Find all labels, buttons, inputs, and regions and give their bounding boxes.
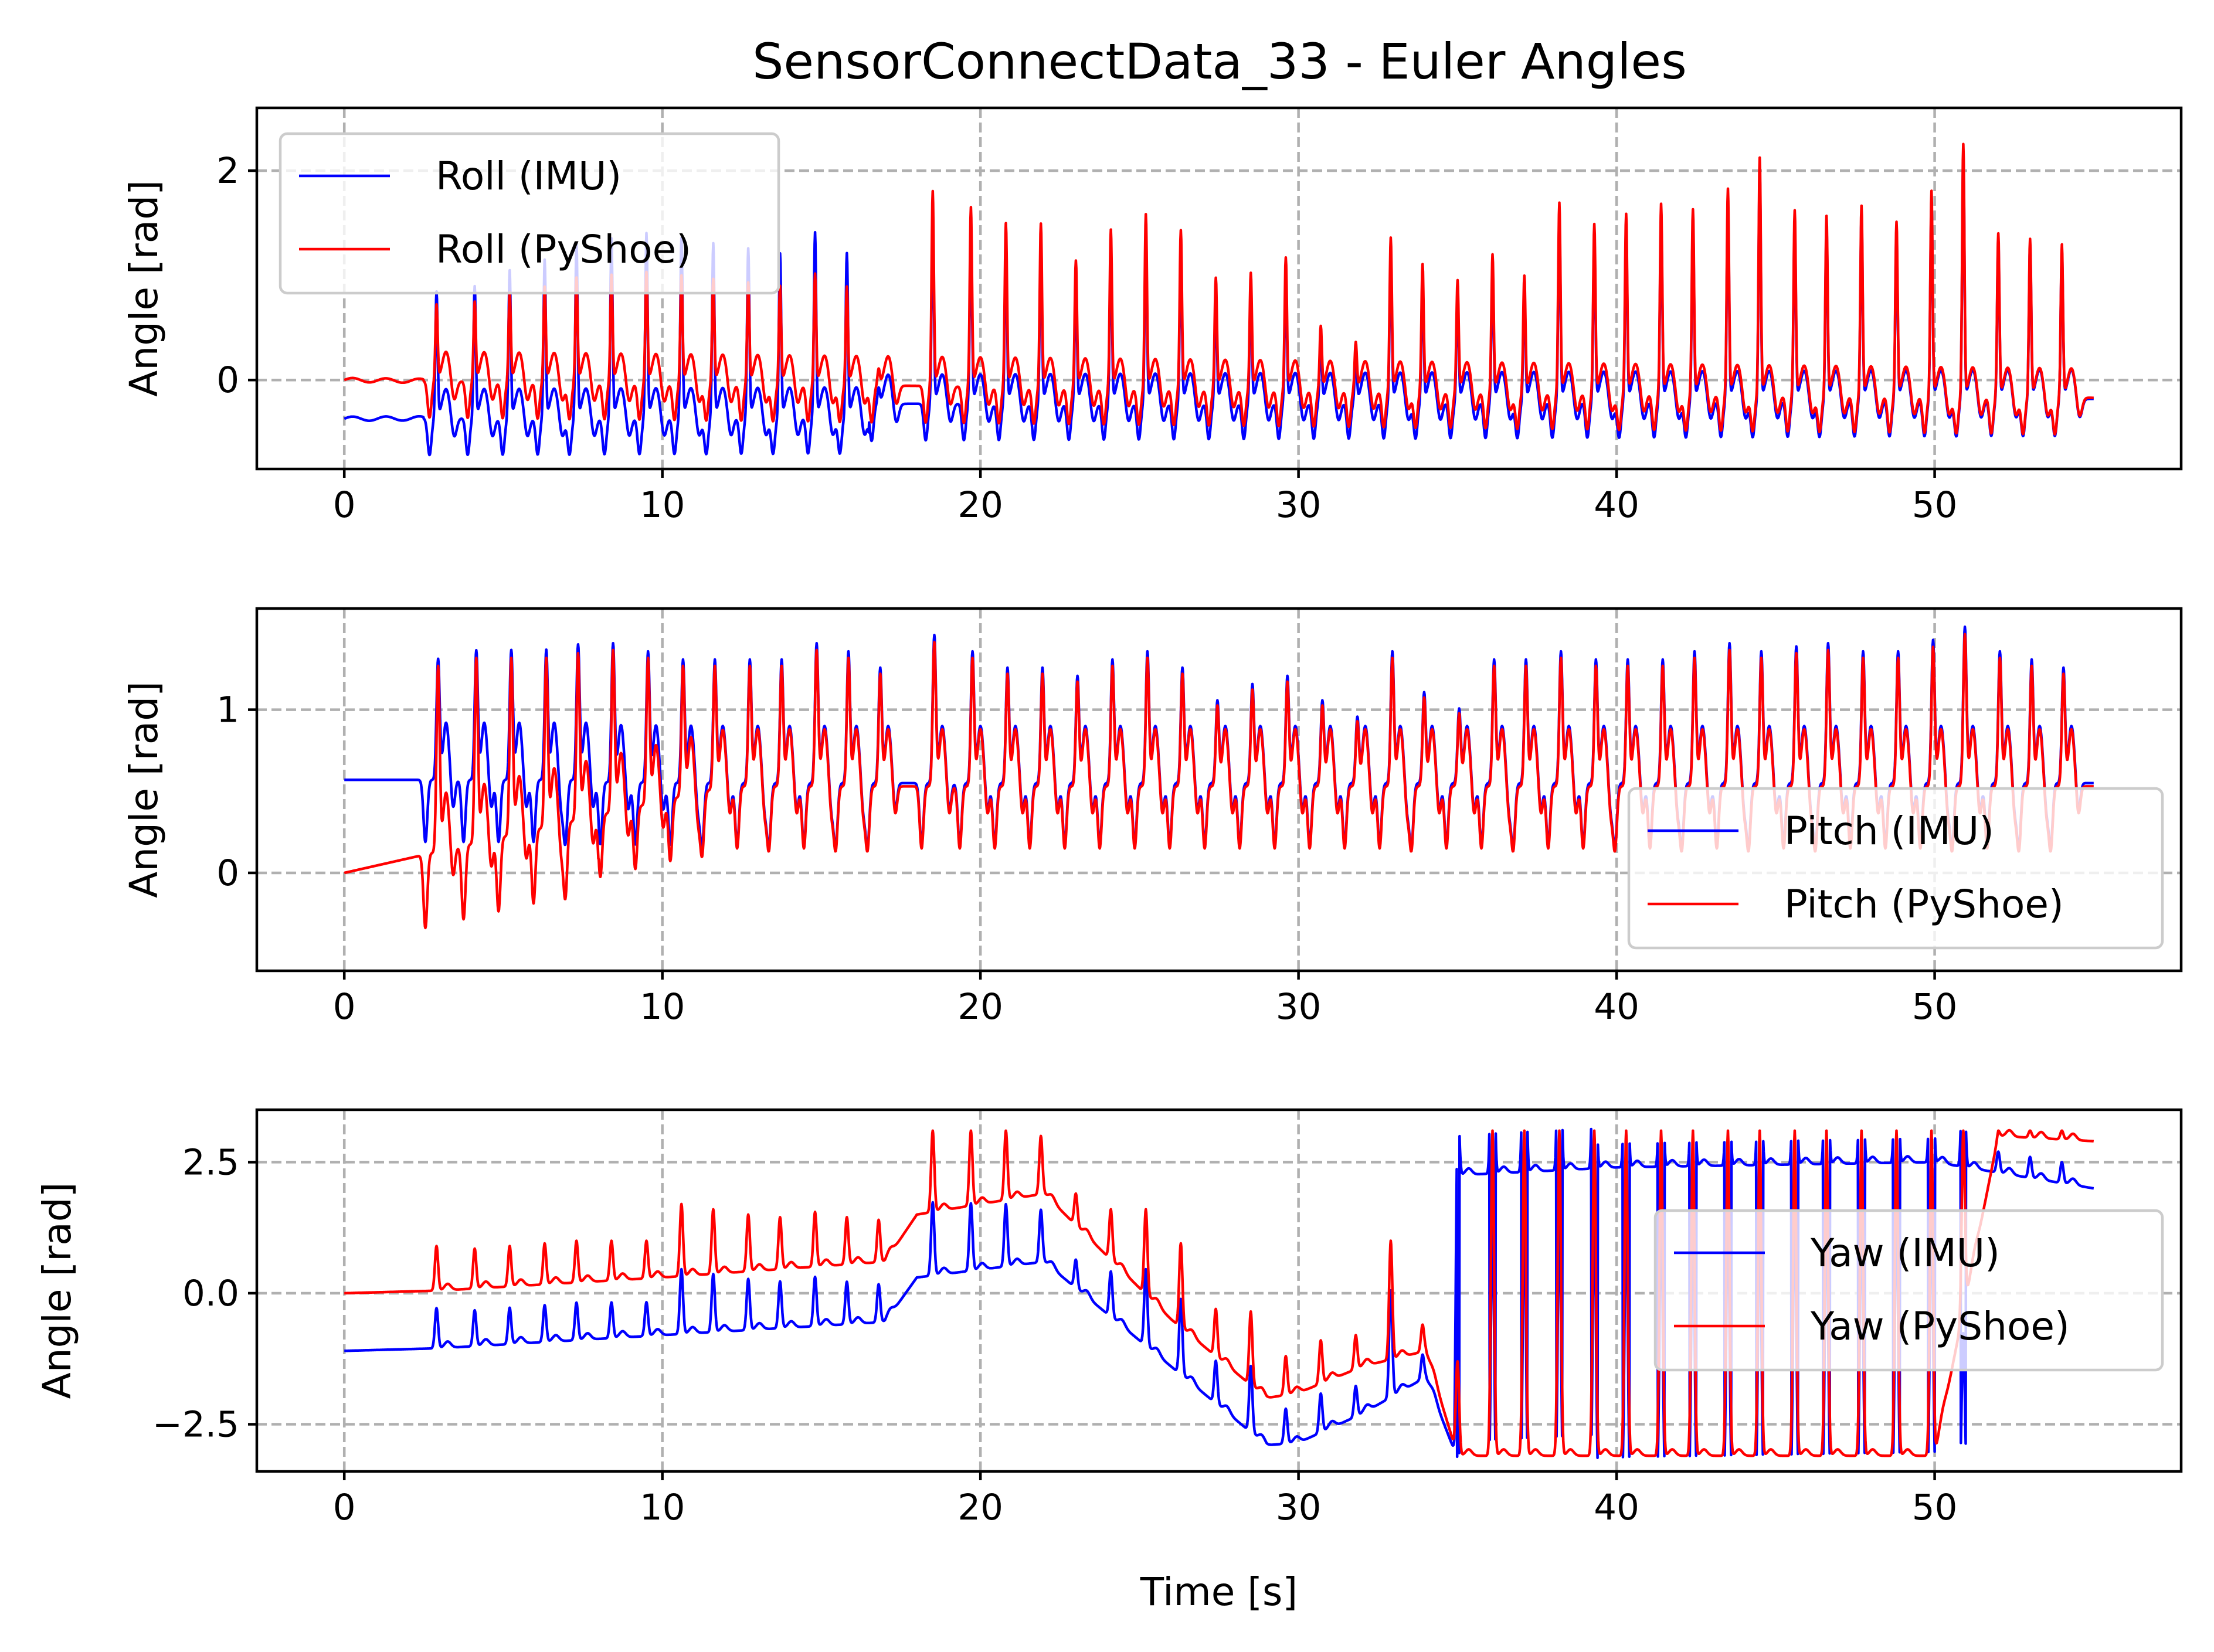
x-tick-label: 0 bbox=[333, 986, 356, 1028]
x-tick-label: 0 bbox=[333, 484, 356, 526]
y-axis-label: Angle [rad] bbox=[121, 180, 167, 397]
x-tick-label: 40 bbox=[1594, 484, 1639, 526]
y-tick-label: 1 bbox=[216, 689, 239, 731]
x-tick-label: 30 bbox=[1276, 1487, 1322, 1528]
x-tick-label: 50 bbox=[1912, 1487, 1958, 1528]
legend-box bbox=[1627, 787, 2164, 950]
series-line-pitch-pyshoe bbox=[343, 633, 2095, 930]
series-line-yaw-pyshoe bbox=[343, 1128, 2095, 1457]
x-tick-label: 50 bbox=[1912, 986, 1958, 1028]
y-axis-label: Angle [rad] bbox=[35, 1182, 80, 1399]
y-tick-label: 0 bbox=[216, 852, 239, 894]
legend-box bbox=[1653, 1209, 2164, 1372]
legend-label: Roll (IMU) bbox=[436, 154, 622, 199]
legend-label: Pitch (IMU) bbox=[1784, 808, 1994, 854]
legend-label: Yaw (PyShoe) bbox=[1810, 1304, 2070, 1349]
legend: Roll (IMU) Roll (PyShoe) bbox=[279, 132, 780, 295]
y-tick-label: 2.5 bbox=[182, 1141, 239, 1183]
x-axis-label: Time [s] bbox=[1140, 1569, 1298, 1614]
y-tick-label: 0.0 bbox=[182, 1273, 239, 1314]
legend-label: Roll (PyShoe) bbox=[436, 227, 691, 272]
legend-label: Yaw (IMU) bbox=[1810, 1230, 2000, 1276]
legend-label: Pitch (PyShoe) bbox=[1784, 882, 2064, 927]
x-tick-label: 40 bbox=[1594, 1487, 1639, 1528]
axes-frame bbox=[255, 607, 2183, 973]
y-tick-label: 0 bbox=[216, 359, 239, 401]
x-tick-label: 10 bbox=[640, 986, 685, 1028]
legend-box bbox=[279, 132, 780, 295]
x-tick-label: 30 bbox=[1276, 986, 1322, 1028]
subplot-3: 0 10 20 30 40 50 2.5 0.0 −2.5 Angle [rad] Time [s]… bbox=[35, 1108, 2183, 1614]
series-line-roll-pyshoe bbox=[343, 142, 2095, 436]
chart-title: SensorConnectData_33 - Euler Angles bbox=[752, 33, 1687, 90]
x-tick-label: 30 bbox=[1276, 484, 1322, 526]
y-axis-label: Angle [rad] bbox=[121, 681, 167, 898]
x-tick-label: 20 bbox=[957, 986, 1003, 1028]
legend: Yaw (IMU) Yaw (PyShoe) bbox=[1653, 1209, 2164, 1372]
x-tick-label: 20 bbox=[957, 1487, 1003, 1528]
x-tick-label: 50 bbox=[1912, 484, 1958, 526]
series-line-yaw-imu bbox=[343, 1127, 2095, 1460]
y-tick-label: −2.5 bbox=[152, 1404, 239, 1446]
x-tick-label: 10 bbox=[640, 484, 685, 526]
x-tick-label: 0 bbox=[333, 1487, 356, 1528]
x-tick-label: 20 bbox=[957, 484, 1003, 526]
x-tick-label: 40 bbox=[1594, 986, 1639, 1028]
x-tick-label: 10 bbox=[640, 1487, 685, 1528]
axes-frame bbox=[255, 106, 2183, 471]
legend: Pitch (IMU) Pitch (PyShoe) bbox=[1627, 787, 2164, 950]
axes-frame bbox=[255, 1108, 2183, 1473]
y-tick-label: 2 bbox=[216, 150, 239, 192]
